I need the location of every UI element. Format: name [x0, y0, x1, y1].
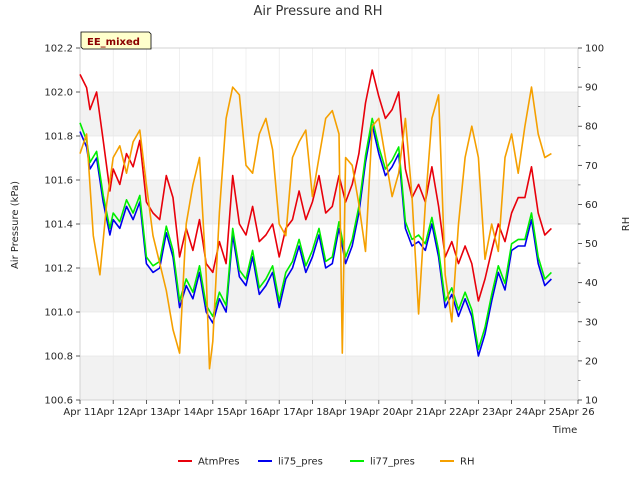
badge-box — [80, 31, 152, 50]
x-tick-label: Apr 13 — [130, 407, 163, 418]
y-tick-label: 101.2 — [44, 264, 73, 275]
y2-tick-label: 70 — [585, 161, 598, 172]
y-tick-label: 101.4 — [44, 220, 73, 231]
y2-tick-label: 10 — [585, 396, 598, 407]
legend: AtmPres li75_pres li77_pres RH — [178, 457, 474, 468]
y2-tick-label: 50 — [585, 239, 598, 250]
y2-tick-label: 90 — [585, 83, 598, 94]
background-band — [80, 268, 578, 312]
x-tick-label: Apr 14 — [163, 407, 196, 418]
y-tick-label: 101.0 — [44, 308, 73, 319]
x-tick-label: Apr 25 — [528, 407, 561, 418]
background-band — [80, 356, 578, 400]
y-tick-label: 102.0 — [44, 88, 73, 99]
x-tick-label: Apr 23 — [462, 407, 495, 418]
x-tick-label: Apr 17 — [263, 407, 296, 418]
y-tick-label: 100.6 — [44, 396, 73, 407]
x-tick-label: Apr 18 — [296, 407, 329, 418]
x-tick-label: Apr 24 — [495, 407, 528, 418]
x-axis-title: Time — [552, 425, 577, 436]
y2-tick-label: 30 — [585, 317, 598, 328]
x-tick-label: Apr 22 — [429, 407, 462, 418]
series-line-li77-pres — [79, 117, 552, 351]
legend-label-li77-pres: li77_pres — [370, 457, 415, 468]
y-tick-label: 101.8 — [44, 132, 73, 143]
x-axis-ticks: Apr 11 Apr 12 Apr 13 Apr 14 Apr 15 Apr 16 Apr … — [63, 400, 595, 418]
y-tick-label: 102.2 — [44, 44, 73, 55]
y-tick-label: 100.8 — [44, 352, 73, 363]
x-tick-label: Apr 26 — [561, 407, 594, 418]
legend-label-rh: RH — [460, 457, 474, 468]
series-line-rh — [79, 86, 552, 370]
y2-tick-label: 20 — [585, 356, 598, 367]
legend-label-atmpres: AtmPres — [198, 457, 239, 468]
x-tick-label: Apr 16 — [229, 407, 262, 418]
y2-tick-label: 100 — [585, 44, 604, 55]
chart-title: Air Pressure and RH — [253, 4, 382, 19]
x-tick-label: Apr 21 — [395, 407, 428, 418]
x-tick-label: Apr 15 — [196, 407, 229, 418]
station-badge: EE_mixed — [80, 31, 152, 50]
x-tick-label: Apr 12 — [97, 407, 130, 418]
series-line-atmpres — [79, 69, 552, 302]
y-tick-label: 101.6 — [44, 176, 73, 187]
badge-label: EE_mixed — [87, 37, 140, 48]
y-axis-title: Air Pressure (kPa) — [10, 181, 21, 269]
x-tick-label: Apr 11 — [63, 407, 96, 418]
y-axis-ticks: 100.6 100.8 101.0 101.2 101.4 101.6 101.8 102.0… — [44, 44, 80, 407]
y2-tick-label: 40 — [585, 278, 598, 289]
x-tick-label: Apr 20 — [362, 407, 395, 418]
y2-tick-label: 60 — [585, 200, 598, 211]
y2-axis-ticks: 10 20 30 40 50 60 70 80 90 100 — [578, 44, 604, 407]
series-line-li75-pres — [79, 124, 552, 357]
y2-tick-label: 80 — [585, 122, 598, 133]
x-tick-label: Apr 19 — [329, 407, 362, 418]
y2-axis-title: RH — [621, 217, 632, 231]
series-layer — [79, 69, 552, 370]
legend-label-li75-pres: li75_pres — [278, 457, 323, 468]
